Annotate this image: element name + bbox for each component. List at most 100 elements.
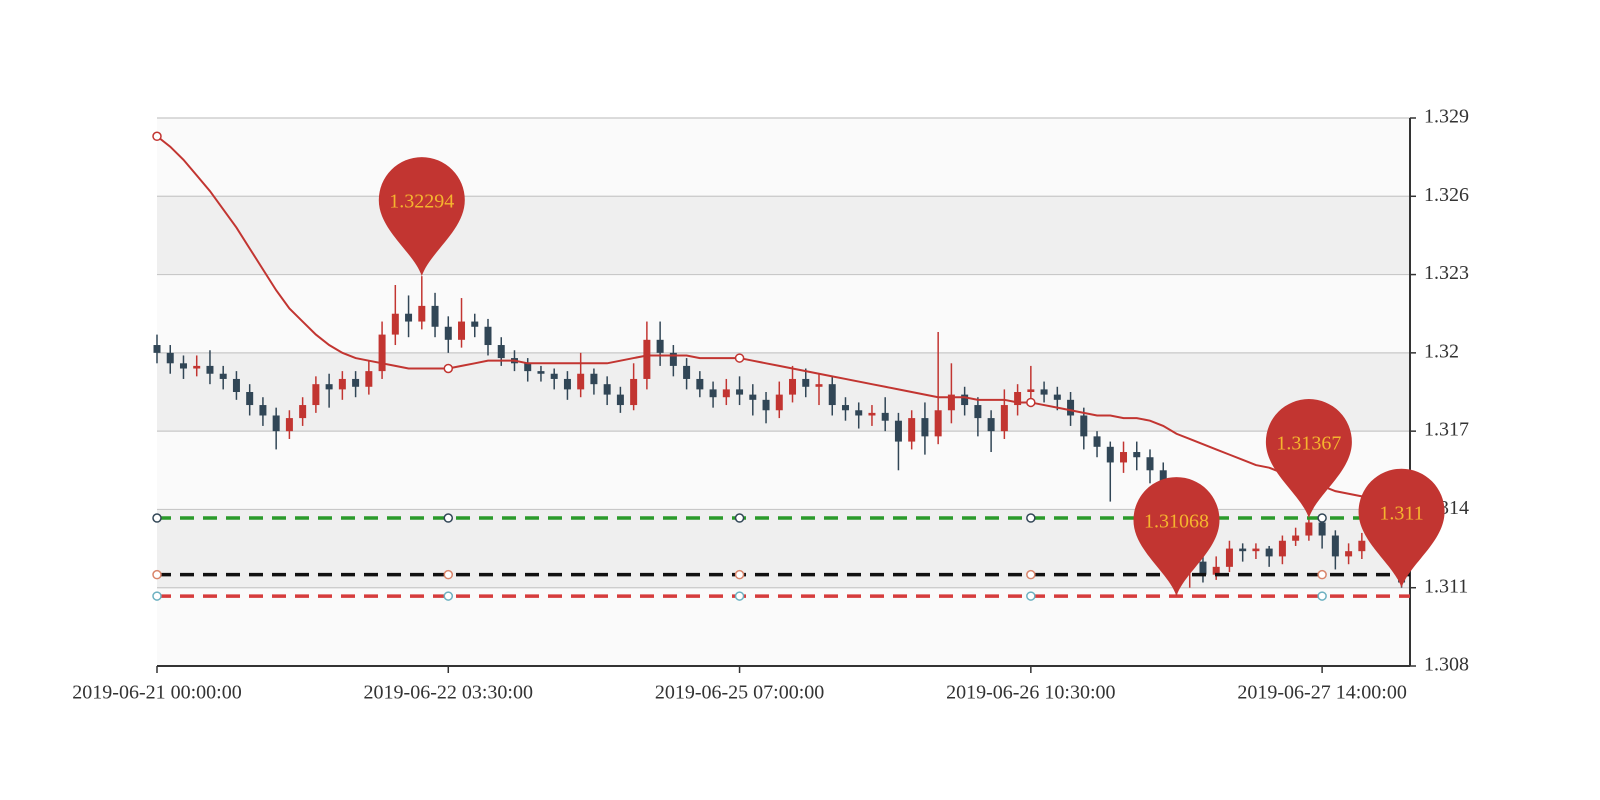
candle-body bbox=[219, 373, 227, 379]
candle-body bbox=[1265, 548, 1273, 557]
candle-body bbox=[669, 352, 677, 366]
pin-label: 1.32294 bbox=[389, 191, 454, 213]
candle-body bbox=[312, 384, 320, 406]
pin: 1.31068 bbox=[1133, 477, 1220, 597]
candle-body bbox=[1067, 399, 1075, 416]
candle-body bbox=[1000, 405, 1008, 432]
mark-line-symbol bbox=[1317, 569, 1327, 580]
y-tick-label: 1.329 bbox=[1424, 106, 1469, 128]
split-area bbox=[157, 118, 1410, 197]
candle-body bbox=[1345, 551, 1353, 557]
candle-body bbox=[391, 313, 399, 335]
y-tick-label: 1.32 bbox=[1424, 340, 1459, 362]
x-tick-label: 2019-06-27 14:00:00 bbox=[1237, 682, 1406, 704]
candle-body bbox=[153, 345, 161, 353]
y-tick-label: 1.308 bbox=[1424, 654, 1469, 676]
candle-body bbox=[603, 384, 611, 395]
candle-body bbox=[630, 378, 638, 406]
candle-body bbox=[458, 321, 466, 340]
candle-body bbox=[405, 313, 413, 322]
candle-body bbox=[259, 405, 267, 416]
candle-body bbox=[934, 410, 942, 437]
pin: 1.32294 bbox=[378, 157, 465, 277]
ma-symbol bbox=[152, 131, 162, 142]
candle-body bbox=[643, 339, 651, 379]
candle-body bbox=[789, 378, 797, 395]
mark-line-symbol bbox=[734, 513, 745, 523]
mark-line-symbol bbox=[1026, 513, 1036, 523]
candle-body bbox=[206, 365, 214, 374]
candle-body bbox=[1212, 566, 1220, 575]
y-tick-label: 1.323 bbox=[1424, 262, 1469, 284]
candle-body bbox=[1133, 452, 1141, 458]
candle-body bbox=[1199, 561, 1207, 575]
mark-line-symbol bbox=[1026, 569, 1036, 580]
candle-body bbox=[1120, 452, 1128, 463]
candle-body bbox=[855, 410, 863, 416]
mark-line-symbol bbox=[734, 591, 745, 601]
candle-body bbox=[696, 378, 704, 390]
candle-body bbox=[961, 394, 969, 406]
pin-label: 1.311 bbox=[1379, 502, 1423, 524]
candle-body bbox=[497, 345, 505, 359]
mark-line-symbol bbox=[443, 591, 454, 601]
candle-body bbox=[299, 405, 307, 419]
candle-body bbox=[1252, 548, 1260, 552]
split-area bbox=[157, 352, 1410, 432]
candle-body bbox=[1318, 522, 1326, 536]
ma-line bbox=[156, 135, 1402, 508]
pin: 1.311 bbox=[1358, 468, 1445, 588]
x-tick-label: 2019-06-26 10:30:00 bbox=[946, 682, 1115, 704]
candle-body bbox=[365, 371, 373, 387]
candle-body bbox=[908, 418, 916, 442]
x-tick-label: 2019-06-22 03:30:00 bbox=[364, 682, 533, 704]
pin-label: 1.31367 bbox=[1276, 433, 1341, 455]
mark-line-symbol bbox=[1026, 591, 1036, 601]
mark-line-symbol bbox=[1317, 513, 1327, 523]
candle-body bbox=[550, 373, 558, 379]
candle-body bbox=[590, 373, 598, 385]
ma-symbol bbox=[734, 353, 745, 363]
y-tick-label: 1.317 bbox=[1424, 419, 1469, 441]
candle-body bbox=[524, 363, 532, 372]
candle-body bbox=[352, 378, 360, 387]
candle-body bbox=[841, 405, 849, 411]
candle-body bbox=[894, 420, 902, 442]
mark-line-symbol bbox=[152, 569, 162, 580]
y-tick-label: 1.326 bbox=[1424, 184, 1469, 206]
candle-body bbox=[484, 326, 492, 346]
candle-body bbox=[431, 305, 439, 327]
candle-body bbox=[1106, 446, 1114, 463]
candle-body bbox=[1305, 522, 1313, 536]
candle-body bbox=[802, 378, 810, 387]
candle-body bbox=[1053, 394, 1061, 400]
candle-body bbox=[987, 418, 995, 432]
candle-body bbox=[1331, 535, 1339, 557]
mark-line-symbol bbox=[443, 569, 454, 580]
candle-body bbox=[285, 418, 293, 432]
candle-body bbox=[577, 373, 585, 390]
candle-body bbox=[947, 394, 955, 411]
pin: 1.31367 bbox=[1265, 399, 1352, 519]
candle-body bbox=[1014, 392, 1022, 406]
y-tick-label: 1.311 bbox=[1424, 575, 1468, 597]
candle-body bbox=[232, 378, 240, 392]
candle-body bbox=[1027, 389, 1035, 392]
candle-body bbox=[378, 334, 386, 372]
candle-body bbox=[616, 394, 624, 406]
candle-body bbox=[736, 389, 744, 395]
candle-body bbox=[325, 384, 333, 390]
x-tick-label: 2019-06-21 00:00:00 bbox=[72, 682, 241, 704]
pin-shape bbox=[378, 157, 465, 277]
candle-body bbox=[683, 365, 691, 379]
candle-body bbox=[471, 321, 479, 327]
candle-body bbox=[868, 412, 876, 416]
candle-body bbox=[974, 405, 982, 419]
candle-body bbox=[709, 389, 717, 398]
ma-symbol bbox=[443, 363, 454, 374]
mark-line-symbol bbox=[1317, 591, 1327, 601]
candle-body bbox=[1292, 535, 1300, 541]
candle-body bbox=[563, 378, 571, 390]
